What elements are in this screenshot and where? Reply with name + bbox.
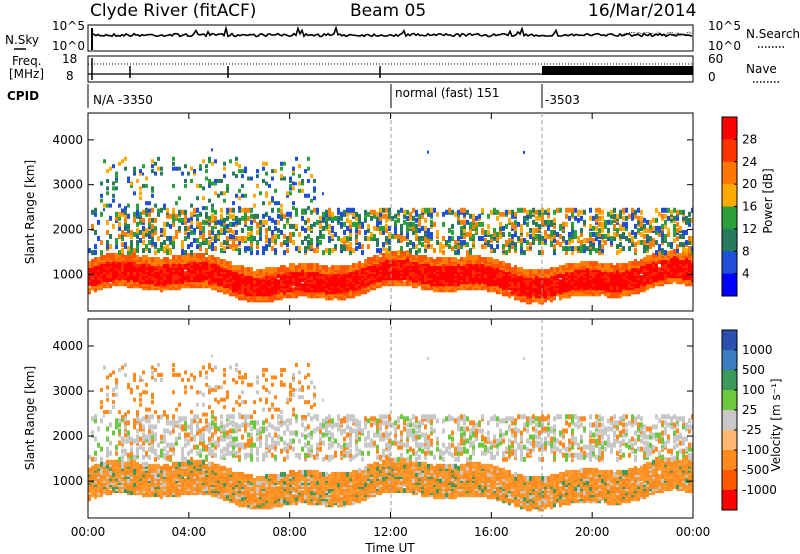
beam-title: Beam 05 bbox=[350, 1, 426, 21]
colorbar-tick-label: 100 bbox=[742, 383, 765, 397]
x-axis-label: Time UT bbox=[364, 541, 415, 554]
freq-panel: Freq. [MHz] 18 8 60 0 Nave bbox=[9, 52, 780, 84]
velocity-ytick-label: 2000 bbox=[52, 429, 83, 443]
velocity-colorbar: 1000 500 100 25 -25 -100 -500 -1000 bbox=[721, 329, 777, 511]
power-ytick-label: 3000 bbox=[52, 178, 83, 192]
colorbar-tick-label: -25 bbox=[742, 423, 762, 437]
freq-label-line1: Freq. bbox=[12, 54, 42, 68]
velocity-heatmap bbox=[88, 354, 693, 512]
colorbar-tick-label: 20 bbox=[742, 177, 757, 191]
velocity-ytick-label: 4000 bbox=[52, 339, 83, 353]
cpid-seg-3: -3503 bbox=[545, 93, 580, 107]
x-tick-label: 04:00 bbox=[172, 525, 207, 539]
cpid-label: CPID bbox=[7, 89, 39, 103]
colorbar-tick-label: 4 bbox=[742, 267, 750, 281]
colorbar-swatch bbox=[722, 117, 737, 140]
power-ylabel: Slant Range [km] bbox=[23, 160, 37, 264]
noise-search-label: N.Search bbox=[746, 27, 800, 41]
power-ytick-label: 1000 bbox=[52, 267, 83, 281]
velocity-ylabel: Slant Range [km] bbox=[23, 366, 37, 470]
colorbar-tick-label: 24 bbox=[742, 155, 757, 169]
cpid-seg-1: N/A -3350 bbox=[93, 93, 153, 107]
colorbar-swatch bbox=[722, 390, 737, 411]
date-title: 16/Mar/2014 bbox=[588, 1, 696, 21]
colorbar-swatch bbox=[722, 350, 737, 371]
colorbar-swatch bbox=[722, 139, 737, 163]
colorbar-tick-label: 500 bbox=[742, 363, 765, 377]
noise-right-tick-bottom: 10^0 bbox=[708, 39, 741, 53]
freq-left-tick-bottom: 8 bbox=[66, 69, 74, 83]
velocity-ytick-label: 3000 bbox=[52, 384, 83, 398]
station-title: Clyde River (fitACF) bbox=[90, 1, 256, 21]
power-colorbar: 28 24 20 16 12 8 4 bbox=[721, 116, 757, 297]
noise-left-tick-bottom: 10^0 bbox=[52, 39, 85, 53]
noise-panel: N.Sky 10^5 10^0 10^5 10^0 N.Search bbox=[5, 19, 800, 53]
power-panel: 1000 2000 3000 4000 Slant Range [km] 28 24 20… bbox=[23, 112, 775, 312]
cpid-panel: CPID N/A -3350 normal (fast) 151 -3503 bbox=[7, 84, 580, 108]
x-tick-label: 12:00 bbox=[373, 525, 408, 539]
colorbar-swatch bbox=[722, 330, 737, 351]
colorbar-swatch bbox=[722, 273, 737, 297]
colorbar-tick-label: -500 bbox=[742, 463, 769, 477]
colorbar-swatch bbox=[722, 370, 737, 391]
colorbar-swatch bbox=[722, 450, 737, 471]
x-tick-label: 00:00 bbox=[71, 525, 106, 539]
colorbar-swatch bbox=[722, 184, 737, 207]
power-ytick-label: 4000 bbox=[52, 133, 83, 147]
freq-left-tick-top: 18 bbox=[62, 52, 77, 66]
nave-right-tick-bottom: 0 bbox=[708, 70, 716, 84]
x-tick-label: 20:00 bbox=[575, 525, 610, 539]
nave-dense-block bbox=[542, 66, 693, 75]
power-ytick-label: 2000 bbox=[52, 222, 83, 236]
nave-label: Nave bbox=[746, 62, 777, 76]
power-heatmap bbox=[88, 148, 693, 305]
colorbar-swatch bbox=[722, 251, 737, 275]
colorbar-swatch bbox=[722, 161, 737, 185]
x-axis: 00:00 04:00 08:00 12:00 16:00 20:00 00:00 bbox=[71, 113, 711, 539]
colorbar-swatch bbox=[722, 410, 737, 431]
colorbar-swatch bbox=[722, 470, 737, 491]
colorbar-swatch bbox=[722, 490, 737, 511]
velocity-panel: 1000 2000 3000 4000 Slant Range [km] 1000 50… bbox=[23, 318, 783, 519]
colorbar-tick-label: -1000 bbox=[742, 483, 777, 497]
freq-marks bbox=[91, 58, 381, 80]
colorbar-swatch bbox=[722, 228, 737, 252]
colorbar-tick-label: 25 bbox=[742, 403, 757, 417]
cpid-seg-2: normal (fast) 151 bbox=[395, 86, 499, 100]
nave-right-tick-top: 60 bbox=[708, 52, 723, 66]
colorbar-swatch bbox=[722, 206, 737, 230]
colorbar-tick-label: 28 bbox=[742, 132, 757, 146]
colorbar-tick-label: -100 bbox=[742, 443, 769, 457]
colorbar-swatch bbox=[722, 430, 737, 451]
x-tick-label: 00:00 bbox=[676, 525, 711, 539]
noise-right-tick-top: 10^5 bbox=[708, 19, 741, 33]
freq-label-line2: [MHz] bbox=[9, 67, 44, 81]
noise-sky-line bbox=[91, 25, 693, 38]
colorbar-tick-label: 16 bbox=[742, 200, 757, 214]
noise-left-tick-top: 10^5 bbox=[52, 19, 85, 33]
x-tick-label: 08:00 bbox=[272, 525, 307, 539]
velocity-ytick-label: 1000 bbox=[52, 474, 83, 488]
velocity-colorbar-label: Velocity [m s⁻¹] bbox=[769, 378, 783, 471]
colorbar-tick-label: 12 bbox=[742, 222, 757, 236]
noise-sky-label: N.Sky bbox=[5, 33, 39, 47]
x-tick-label: 16:00 bbox=[474, 525, 509, 539]
colorbar-tick-label: 1000 bbox=[742, 343, 773, 357]
power-colorbar-label: Power [dB] bbox=[761, 168, 775, 233]
colorbar-tick-label: 8 bbox=[742, 244, 750, 258]
